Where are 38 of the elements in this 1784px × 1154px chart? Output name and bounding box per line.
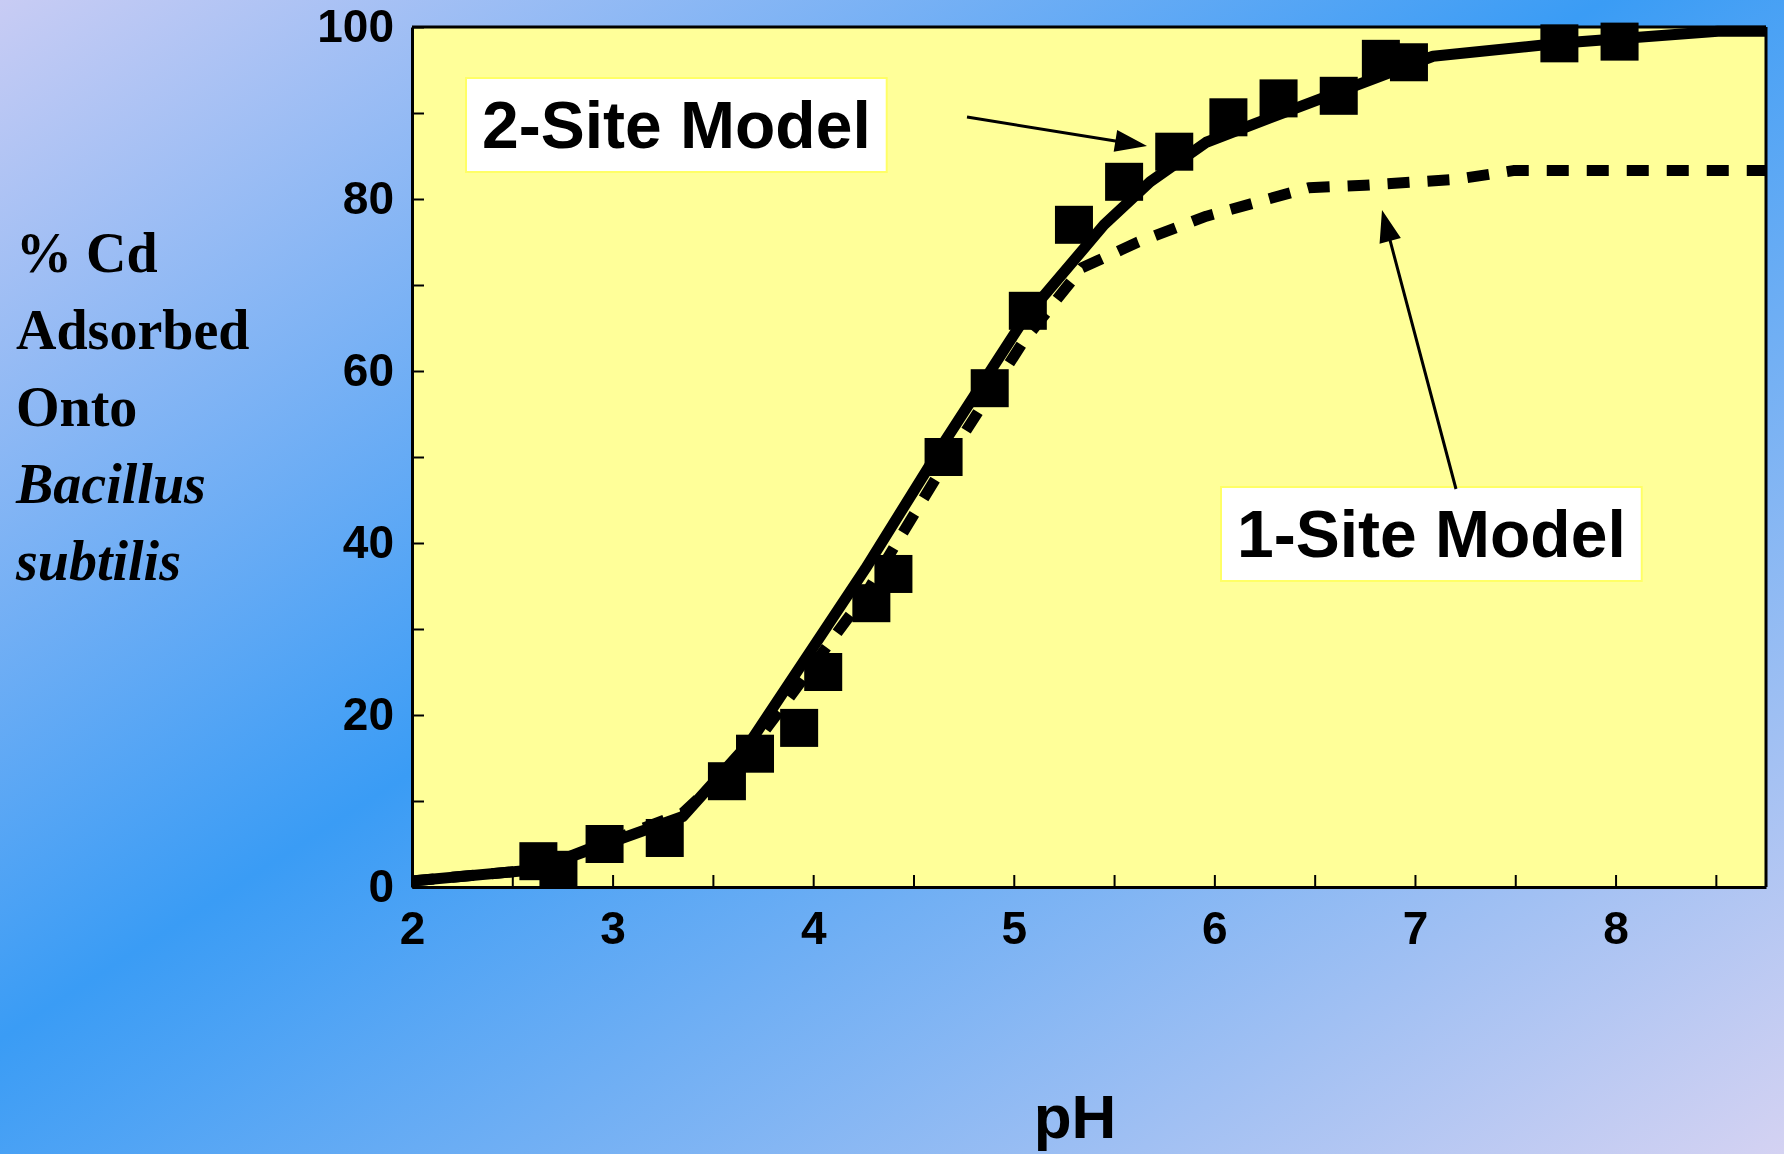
point [1054,205,1093,244]
point [585,825,624,863]
point [1600,22,1639,61]
x-tick-label: 6 [1202,901,1228,954]
y-tick-label: 20 [342,688,394,741]
point [1259,79,1298,118]
point [736,734,775,773]
x-tick-label: 7 [1402,901,1429,954]
point [874,554,913,593]
point [852,584,891,623]
point [645,818,684,857]
point [1105,162,1144,201]
x-axis-title: pH [1033,1082,1117,1151]
y-tick-label: 100 [317,0,394,53]
x-tick-label: 4 [800,901,827,954]
point [970,369,1009,408]
y-tick-label: 60 [342,344,394,397]
point [780,708,819,747]
x-tick-label: 2 [399,901,426,954]
point [1008,291,1047,330]
x-tick-label: 3 [600,901,626,954]
point [539,850,578,889]
point [1319,76,1358,115]
point [1389,43,1428,82]
y-tick-label: 80 [342,172,394,225]
y-tick-label: 0 [368,860,394,913]
x-tick-label: 5 [1001,901,1028,954]
point [1155,132,1194,171]
annotation: 2-Site Model [482,88,871,162]
point [707,762,746,801]
point [924,438,963,476]
point [1209,98,1248,137]
point [1540,24,1579,63]
y-axis-title: % Cd Adsorbed Onto Bacillus subtilis [15,222,250,592]
point [804,653,843,691]
y-tick-label: 40 [342,516,394,569]
annotation: 1-Site Model [1237,497,1626,571]
x-tick-label: 8 [1603,901,1629,954]
